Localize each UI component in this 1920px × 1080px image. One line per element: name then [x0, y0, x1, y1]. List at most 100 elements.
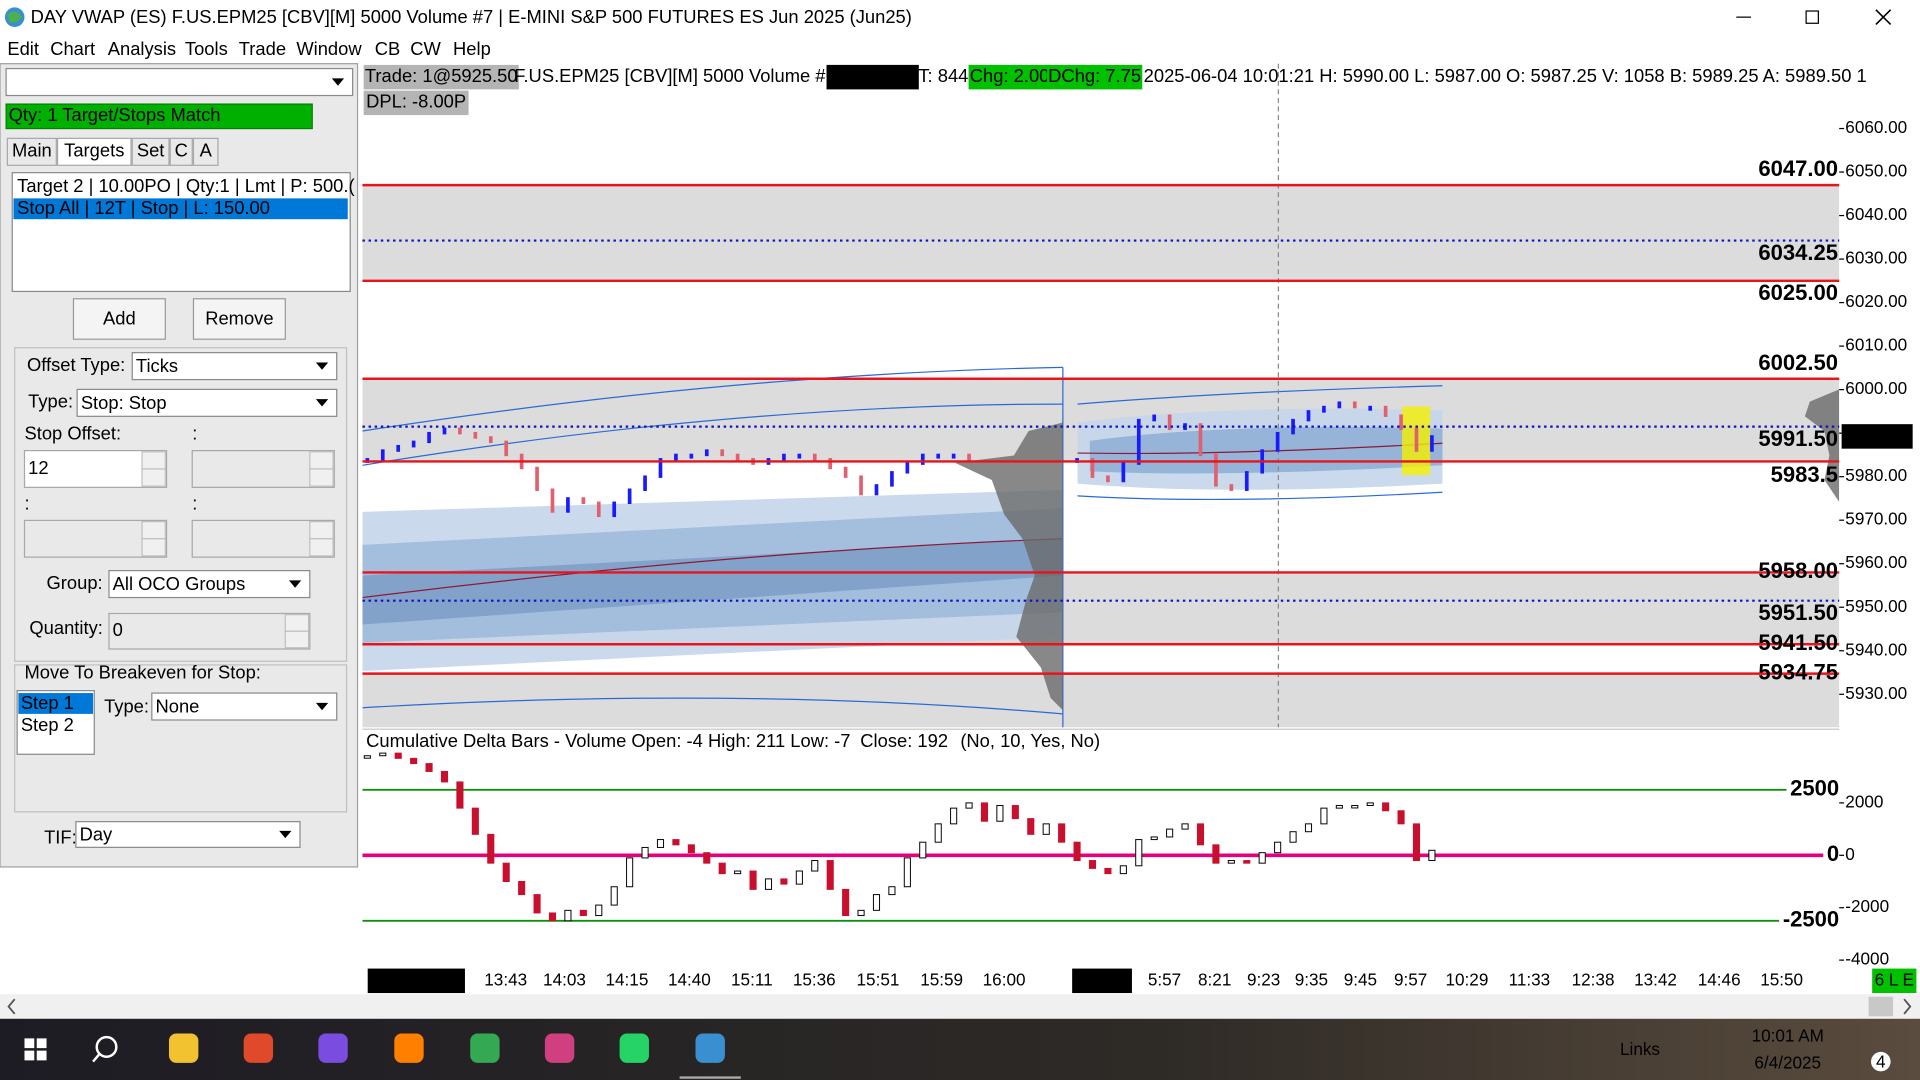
band-line: [1077, 442, 1443, 455]
taskbar-links[interactable]: Links: [1620, 1039, 1660, 1059]
instrument-select[interactable]: [5, 67, 354, 97]
delta-bar: [1088, 860, 1097, 869]
scrollbar[interactable]: [0, 994, 1920, 1019]
tif-select[interactable]: [75, 821, 301, 848]
band-line: [1077, 385, 1443, 405]
taskbar-app[interactable]: [470, 1033, 500, 1063]
step-type-select-value: None: [156, 696, 200, 717]
header-field: DChg: 7.75: [1048, 65, 1141, 86]
y-tick-label: -4000: [1845, 949, 1889, 969]
tab[interactable]: [169, 137, 193, 166]
x-tick-label: 5:57: [1148, 969, 1181, 989]
taskbar-app[interactable]: [318, 1033, 348, 1063]
tab[interactable]: [192, 137, 219, 166]
step-type-select[interactable]: [151, 692, 338, 721]
delta-bar: [1181, 823, 1189, 830]
tab[interactable]: [131, 137, 170, 166]
button-label[interactable]: Remove: [205, 307, 273, 328]
delta-bar: [1027, 818, 1035, 835]
search-icon[interactable]: [95, 1035, 118, 1058]
quantity-input-down: [284, 630, 310, 649]
price-bar: [689, 453, 694, 459]
field-input-up: [309, 451, 334, 470]
delta-params: (No, 10, Yes, No): [960, 730, 1100, 751]
price-bar: [704, 449, 709, 457]
price-bar: [674, 453, 678, 461]
y-tick-label: 5940.00: [1845, 639, 1907, 659]
start-button[interactable]: [24, 1038, 47, 1061]
delta-bar: [780, 878, 788, 885]
delta-bar: [996, 805, 1004, 822]
tab-label[interactable]: C: [175, 140, 188, 161]
y-tick-label: 6050.00: [1845, 161, 1907, 181]
header-bg: [826, 64, 919, 90]
delta-title: Cumulative Delta Bars - Volume Open: -4 …: [366, 730, 850, 751]
last-price-label: 5989.25: [1845, 425, 1907, 445]
tab-label[interactable]: Set: [137, 140, 165, 161]
x-tick-label: 9:23: [1247, 969, 1280, 989]
clock-date: 6/4/2025: [1754, 1053, 1821, 1073]
scroll-right[interactable]: [1903, 998, 1912, 1015]
x-tick-label: 14:46: [1698, 969, 1741, 989]
stop-offset-input-down[interactable]: [141, 468, 166, 487]
price-bar: [735, 453, 740, 461]
tab-label[interactable]: A: [200, 140, 213, 161]
order-item[interactable]: Target 2 | 10.00PO | Qty:1 | Lmt | P: 50…: [17, 175, 354, 196]
price-bar: [581, 497, 586, 505]
group-select[interactable]: [108, 570, 311, 599]
close-button[interactable]: [1875, 9, 1892, 26]
menu-item[interactable]: Edit: [7, 38, 39, 59]
header-field: T: 844: [918, 65, 968, 86]
order-item[interactable]: Stop All | 12T | Stop | L: 150.00: [17, 197, 270, 218]
price-bar: [1136, 418, 1141, 465]
taskbar-app[interactable]: [619, 1033, 649, 1063]
taskbar-app[interactable]: [695, 1033, 725, 1063]
scroll-thumb[interactable]: [1868, 996, 1894, 1017]
taskbar-app[interactable]: [394, 1033, 424, 1063]
button[interactable]: [192, 298, 286, 340]
delta-bar: [1243, 860, 1251, 864]
menu-item[interactable]: Help: [453, 38, 491, 59]
taskbar-app[interactable]: [168, 1033, 199, 1063]
menu-item[interactable]: Analysis: [108, 38, 176, 59]
offset-type-select-arrow: [315, 362, 329, 370]
stop-offset-input-up[interactable]: [141, 451, 166, 470]
taskbar-app[interactable]: [544, 1033, 575, 1063]
level-label: 6002.50: [1758, 350, 1838, 375]
delta-bar: [1104, 867, 1112, 875]
notification-badge[interactable]: [1871, 1051, 1891, 1072]
price-bar: [920, 453, 925, 465]
menu-item[interactable]: CB: [375, 38, 401, 59]
tif-label: TIF:: [44, 827, 77, 848]
dpl-bg: [363, 90, 469, 116]
delta-bar: [919, 841, 927, 859]
step-item[interactable]: Step 1: [21, 692, 74, 713]
menu-item[interactable]: Chart: [50, 38, 95, 59]
type-select[interactable]: [76, 388, 338, 417]
x-tick-label: 9:35: [1295, 969, 1328, 989]
price-bar: [1090, 458, 1095, 478]
step-item[interactable]: Step 2: [21, 714, 74, 735]
delta-bar: [533, 894, 541, 914]
order-selected: [13, 198, 348, 220]
tab-label[interactable]: Targets: [64, 140, 124, 161]
x-tick-label: 13:42: [1634, 969, 1677, 989]
menu-item[interactable]: CW: [410, 38, 441, 59]
price-bar: [535, 466, 539, 491]
button[interactable]: [72, 298, 166, 340]
offset-type-select[interactable]: [131, 352, 338, 381]
tab[interactable]: [56, 137, 132, 166]
menu-item[interactable]: Trade: [239, 38, 286, 59]
restore-button[interactable]: [1805, 10, 1819, 24]
tab[interactable]: [6, 137, 57, 166]
taskbar-app[interactable]: [243, 1033, 274, 1063]
delta-bar: [1382, 802, 1390, 812]
menu-item[interactable]: Tools: [185, 38, 228, 59]
button-label[interactable]: Add: [103, 307, 136, 328]
group-label: Group:: [47, 572, 103, 593]
delta-bar: [502, 862, 510, 882]
menu-item[interactable]: Window: [296, 38, 362, 59]
scroll-left[interactable]: [7, 998, 16, 1015]
tab-label[interactable]: Main: [12, 140, 52, 161]
delta-bar: [626, 857, 634, 888]
